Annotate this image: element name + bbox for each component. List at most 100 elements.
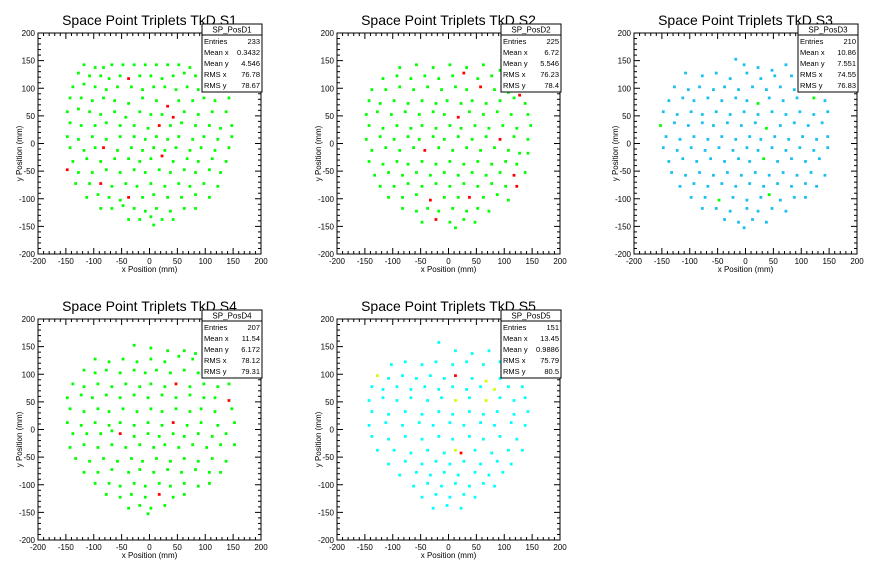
data-cell [756,113,760,116]
data-cell [155,368,158,372]
stats-label: Mean y [503,59,528,68]
data-cell [470,99,474,103]
data-cell [110,443,114,447]
data-cell [182,493,186,496]
data-cell [113,110,117,114]
data-cell [434,102,438,105]
data-cell [751,218,754,221]
data-cell [230,407,234,411]
data-cell [169,209,172,213]
data-cell [185,157,189,161]
data-cell [448,462,452,466]
data-cell [202,182,206,185]
data-cell [381,77,385,80]
data-cell [795,96,799,100]
panel-title: Space Point Triplets TkD S1 [62,12,237,28]
data-cell [107,360,111,364]
data-cell [456,473,460,477]
data-cell [681,96,685,100]
data-cell [141,88,144,92]
data-cell [445,504,449,507]
y-tick-label: -150 [615,222,632,231]
data-cell [160,77,164,80]
data-cell [437,146,441,150]
data-cell [495,459,499,463]
data-cell [515,184,519,188]
data-cell [459,126,463,130]
data-cell [107,481,111,485]
data-cell [723,85,726,89]
data-cell [99,113,103,116]
x-tick-label: 150 [226,257,240,266]
data-cell [661,146,665,150]
data-cell [367,160,371,163]
data-cell [481,437,485,441]
data-cell [163,385,167,389]
data-cell [376,448,379,452]
data-cell [216,137,220,141]
data-cell [387,171,390,174]
data-cell [166,137,170,141]
data-cell [776,160,779,163]
x-tick-label: 150 [525,257,539,266]
data-cell [370,435,374,438]
stats-label: RMS y [204,367,227,376]
data-cell [370,385,374,389]
data-cell [454,374,457,378]
data-cell [82,470,86,474]
data-cell [177,446,181,449]
data-cell [465,388,469,391]
data-cell [481,363,485,366]
panel-title: Space Point Triplets TkD S2 [361,12,536,28]
data-cell [99,207,103,210]
data-cell [675,113,679,116]
data-cell [199,146,203,150]
x-axis-label: x Position (mm) [122,265,178,274]
data-cell [739,124,743,127]
data-cell [381,388,385,391]
data-cell [113,157,117,161]
data-cell [459,506,463,510]
data-cell [765,126,768,130]
x-tick-label: -150 [58,543,75,552]
data-cell [756,209,760,213]
data-cell [675,149,679,152]
data-cell [415,63,418,67]
data-cell [118,421,122,424]
panel-s2: Space Point Triplets TkD S2 -200 -150 -100 -… [314,12,567,274]
stats-value: 7.551 [837,59,856,68]
data-cell [412,484,416,488]
data-cell [367,399,371,402]
stats-label: Mean y [204,59,229,68]
data-cell [146,126,150,130]
data-cell [487,349,491,353]
data-cell [401,207,404,210]
data-cell [177,182,181,185]
y-tick-label: -200 [318,536,335,545]
data-cell [762,157,766,161]
data-cell [526,137,530,141]
data-cell [479,462,482,466]
data-cell [420,220,424,224]
data-cell [182,349,186,353]
x-tick-label: 50 [173,257,182,266]
data-cell [495,410,499,413]
stats-label: Entries [204,323,228,332]
y-axis-label: y Position (mm) [15,125,24,181]
stats-box: SP_PosD2 Entries 225 Mean x 6.72 Mean y 5.546 R… [500,23,562,93]
x-tick-label: 50 [472,257,481,266]
data-cell [442,171,446,174]
stats-name: SP_PosD2 [511,26,551,35]
data-cell [127,218,130,221]
data-cell [481,63,485,67]
data-cell [479,421,482,424]
data-cell [523,423,527,427]
data-cell [456,115,460,119]
data-cell [406,102,410,105]
data-cell [415,193,418,196]
data-cell [216,423,220,427]
x-tick-label: -200 [329,543,346,552]
stats-value: 75.79 [540,356,559,365]
data-cell [518,151,521,155]
